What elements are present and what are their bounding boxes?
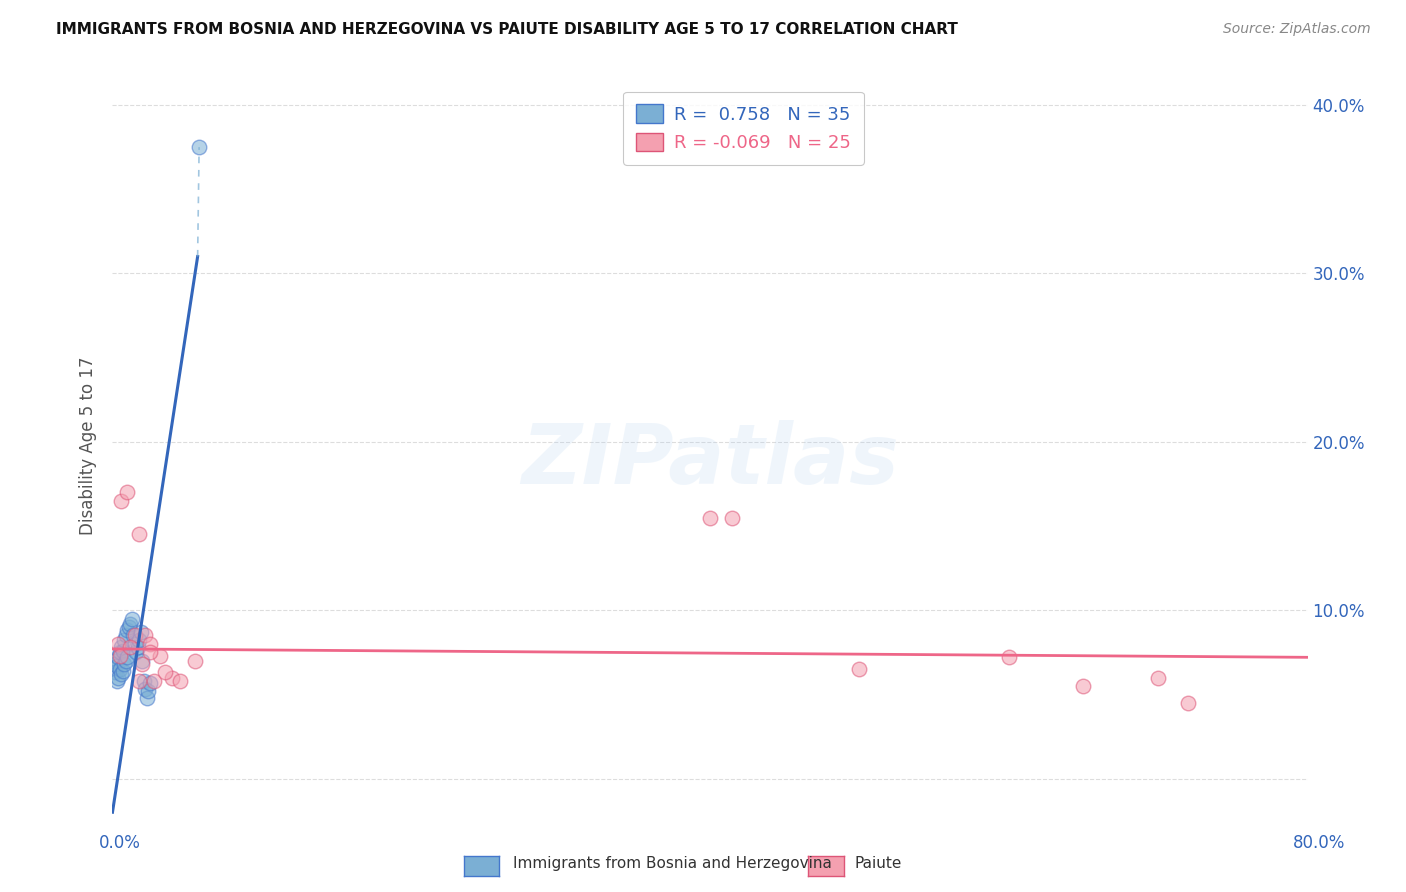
Text: Source: ZipAtlas.com: Source: ZipAtlas.com — [1223, 22, 1371, 37]
Point — [1177, 696, 1199, 710]
Point — [162, 671, 183, 685]
Point — [149, 648, 172, 663]
Point — [1147, 671, 1170, 685]
Point — [110, 640, 132, 655]
Y-axis label: Disability Age 5 to 17: Disability Age 5 to 17 — [79, 357, 97, 535]
Point — [105, 658, 128, 673]
Point — [131, 654, 153, 668]
Point — [169, 673, 191, 688]
Point — [103, 654, 125, 668]
Point — [118, 620, 141, 634]
Point — [1073, 679, 1095, 693]
Point — [108, 662, 131, 676]
Point — [117, 650, 139, 665]
Text: Immigrants from Bosnia and Herzegovina: Immigrants from Bosnia and Herzegovina — [513, 856, 832, 871]
Point — [131, 657, 153, 671]
Point — [143, 673, 166, 688]
Point — [114, 633, 135, 648]
Point — [129, 625, 152, 640]
Point — [138, 684, 160, 698]
Text: 0.0%: 0.0% — [98, 834, 141, 852]
Point — [139, 645, 162, 659]
Point — [120, 616, 142, 631]
Point — [107, 637, 129, 651]
Point — [998, 650, 1021, 665]
Point — [110, 667, 132, 681]
Point — [135, 690, 157, 705]
Point — [127, 640, 149, 655]
Legend: R =  0.758   N = 35, R = -0.069   N = 25: R = 0.758 N = 35, R = -0.069 N = 25 — [623, 92, 863, 165]
Point — [107, 650, 129, 665]
Point — [111, 664, 134, 678]
Point — [132, 673, 155, 688]
Point — [124, 628, 146, 642]
Point — [115, 654, 138, 668]
Point — [121, 611, 143, 625]
Point — [183, 654, 205, 668]
Point — [125, 645, 148, 659]
Point — [122, 628, 145, 642]
Point — [139, 637, 162, 651]
Point — [153, 665, 176, 680]
Point — [134, 682, 156, 697]
Point — [128, 527, 150, 541]
Point — [108, 645, 131, 659]
Point — [107, 671, 129, 685]
Point — [120, 640, 142, 655]
Point — [721, 510, 744, 524]
Point — [139, 675, 162, 690]
Text: ZIPatlas: ZIPatlas — [522, 420, 898, 501]
Point — [848, 662, 870, 676]
Point — [104, 665, 127, 680]
Point — [699, 510, 721, 524]
Point — [108, 648, 131, 663]
Point — [117, 485, 139, 500]
Point — [115, 628, 138, 642]
Point — [110, 493, 132, 508]
Point — [128, 633, 150, 648]
Text: Paiute: Paiute — [855, 856, 903, 871]
Point — [188, 140, 211, 154]
Point — [128, 673, 150, 688]
Point — [117, 624, 139, 638]
Point — [104, 657, 127, 671]
Point — [134, 628, 156, 642]
Point — [124, 637, 146, 651]
Text: 80.0%: 80.0% — [1292, 834, 1346, 852]
Point — [111, 643, 134, 657]
Text: IMMIGRANTS FROM BOSNIA AND HERZEGOVINA VS PAIUTE DISABILITY AGE 5 TO 17 CORRELAT: IMMIGRANTS FROM BOSNIA AND HERZEGOVINA V… — [56, 22, 957, 37]
Point — [114, 657, 135, 671]
Point — [105, 673, 128, 688]
